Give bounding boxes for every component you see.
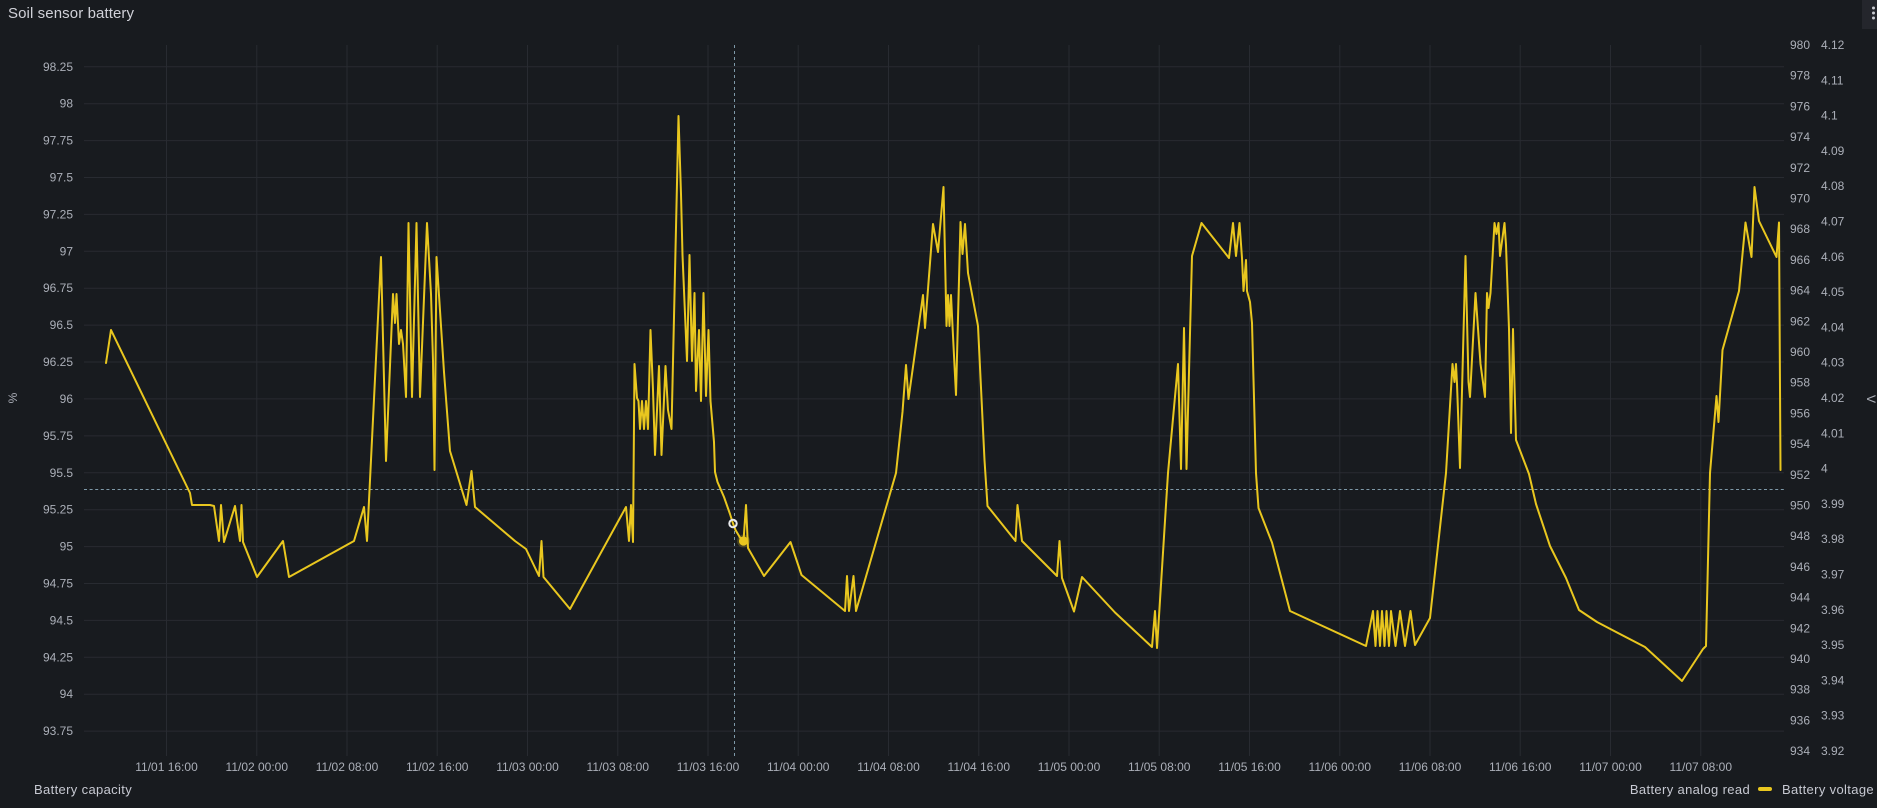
svg-text:11/02 16:00: 11/02 16:00	[406, 760, 469, 774]
svg-text:946: 946	[1790, 560, 1810, 574]
svg-text:3.95: 3.95	[1821, 638, 1845, 652]
svg-text:95.25: 95.25	[43, 503, 73, 517]
svg-text:4.07: 4.07	[1821, 215, 1845, 229]
svg-text:94.25: 94.25	[43, 650, 73, 664]
svg-text:4.1: 4.1	[1821, 109, 1838, 123]
svg-text:936: 936	[1790, 713, 1810, 727]
svg-text:978: 978	[1790, 69, 1810, 83]
svg-text:11/05 16:00: 11/05 16:00	[1218, 760, 1281, 774]
svg-text:956: 956	[1790, 406, 1810, 420]
svg-text:4.05: 4.05	[1821, 285, 1845, 299]
svg-text:4.11: 4.11	[1821, 73, 1844, 87]
svg-text:4: 4	[1821, 462, 1828, 476]
svg-text:980: 980	[1790, 38, 1810, 52]
svg-text:V: V	[1864, 395, 1877, 403]
svg-text:11/04 08:00: 11/04 08:00	[857, 760, 920, 774]
svg-text:11/03 16:00: 11/03 16:00	[677, 760, 740, 774]
svg-text:4.04: 4.04	[1821, 320, 1845, 334]
svg-text:11/01 16:00: 11/01 16:00	[135, 760, 198, 774]
svg-text:938: 938	[1790, 683, 1810, 697]
svg-text:4.03: 4.03	[1821, 356, 1845, 370]
svg-text:94.5: 94.5	[50, 613, 74, 627]
svg-text:11/07 00:00: 11/07 00:00	[1579, 760, 1642, 774]
svg-text:3.94: 3.94	[1821, 673, 1845, 687]
svg-text:4.02: 4.02	[1821, 391, 1845, 405]
svg-text:934: 934	[1790, 744, 1810, 758]
svg-text:4.08: 4.08	[1821, 179, 1845, 193]
svg-text:976: 976	[1790, 99, 1810, 113]
svg-text:4.12: 4.12	[1821, 38, 1845, 52]
svg-text:4.01: 4.01	[1821, 426, 1845, 440]
svg-text:972: 972	[1790, 161, 1810, 175]
svg-text:98.25: 98.25	[43, 60, 73, 74]
svg-text:960: 960	[1790, 345, 1810, 359]
svg-text:96.5: 96.5	[50, 318, 74, 332]
svg-text:974: 974	[1790, 130, 1810, 144]
svg-text:11/06 16:00: 11/06 16:00	[1489, 760, 1552, 774]
svg-text:948: 948	[1790, 529, 1810, 543]
svg-text:954: 954	[1790, 437, 1810, 451]
svg-text:952: 952	[1790, 468, 1810, 482]
svg-text:970: 970	[1790, 192, 1810, 206]
svg-text:3.98: 3.98	[1821, 532, 1845, 546]
svg-text:94.75: 94.75	[43, 577, 73, 591]
svg-text:966: 966	[1790, 253, 1810, 267]
svg-text:11/02 00:00: 11/02 00:00	[226, 760, 289, 774]
svg-text:97.25: 97.25	[43, 207, 73, 221]
svg-text:95.75: 95.75	[43, 429, 73, 443]
svg-text:96.75: 96.75	[43, 281, 73, 295]
svg-text:11/02 08:00: 11/02 08:00	[316, 760, 379, 774]
svg-text:11/05 08:00: 11/05 08:00	[1128, 760, 1191, 774]
svg-text:3.99: 3.99	[1821, 497, 1845, 511]
svg-text:11/03 08:00: 11/03 08:00	[587, 760, 650, 774]
svg-text:940: 940	[1790, 652, 1810, 666]
svg-text:95: 95	[60, 540, 74, 554]
svg-text:3.93: 3.93	[1821, 709, 1845, 723]
svg-text:97.5: 97.5	[50, 171, 74, 185]
svg-text:11/06 08:00: 11/06 08:00	[1399, 760, 1462, 774]
svg-text:95.5: 95.5	[50, 466, 74, 480]
svg-text:3.97: 3.97	[1821, 568, 1845, 582]
svg-text:96: 96	[60, 392, 74, 406]
svg-text:4.09: 4.09	[1821, 144, 1845, 158]
svg-text:96.25: 96.25	[43, 355, 73, 369]
svg-text:11/04 16:00: 11/04 16:00	[948, 760, 1011, 774]
svg-text:94: 94	[60, 687, 74, 701]
svg-text:958: 958	[1790, 376, 1810, 390]
svg-text:97.75: 97.75	[43, 134, 73, 148]
svg-text:3.92: 3.92	[1821, 744, 1845, 758]
svg-text:11/05 00:00: 11/05 00:00	[1038, 760, 1101, 774]
svg-text:93.75: 93.75	[43, 724, 73, 738]
svg-text:962: 962	[1790, 314, 1810, 328]
svg-text:3.96: 3.96	[1821, 603, 1845, 617]
svg-text:944: 944	[1790, 591, 1810, 605]
svg-text:11/04 00:00: 11/04 00:00	[767, 760, 830, 774]
svg-text:964: 964	[1790, 284, 1810, 298]
svg-text:11/06 00:00: 11/06 00:00	[1309, 760, 1372, 774]
svg-text:98: 98	[60, 97, 74, 111]
svg-text:950: 950	[1790, 499, 1810, 513]
svg-text:97: 97	[60, 244, 74, 258]
svg-text:11/03 00:00: 11/03 00:00	[496, 760, 559, 774]
svg-text:942: 942	[1790, 621, 1810, 635]
svg-text:%: %	[6, 392, 20, 403]
svg-text:968: 968	[1790, 222, 1810, 236]
svg-text:4.06: 4.06	[1821, 250, 1845, 264]
svg-text:11/07 08:00: 11/07 08:00	[1670, 760, 1733, 774]
